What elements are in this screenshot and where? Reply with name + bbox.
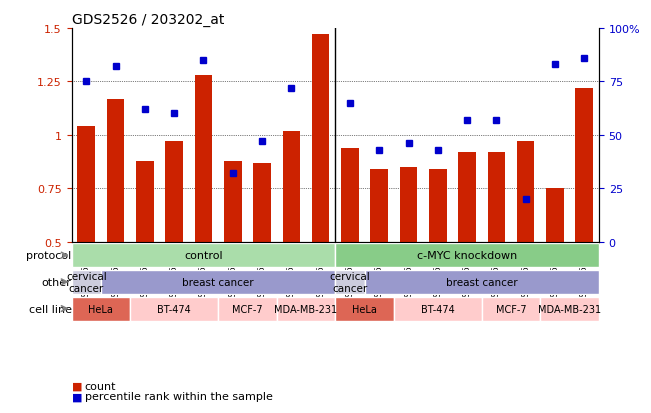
Bar xyxy=(546,189,564,242)
Text: breast cancer: breast cancer xyxy=(182,277,254,287)
Bar xyxy=(195,76,212,242)
FancyBboxPatch shape xyxy=(72,297,130,321)
Bar xyxy=(429,170,447,242)
FancyBboxPatch shape xyxy=(335,297,394,321)
Text: c-MYC knockdown: c-MYC knockdown xyxy=(417,251,517,261)
Bar xyxy=(400,168,417,242)
Text: ■: ■ xyxy=(72,381,82,391)
Text: MDA-MB-231: MDA-MB-231 xyxy=(538,304,601,314)
Bar xyxy=(253,163,271,242)
Text: GDS2526 / 203202_at: GDS2526 / 203202_at xyxy=(72,12,224,26)
Bar xyxy=(283,131,300,242)
Text: protocol: protocol xyxy=(26,251,72,261)
FancyBboxPatch shape xyxy=(335,270,365,294)
Text: count: count xyxy=(85,381,116,391)
Text: breast cancer: breast cancer xyxy=(446,277,518,287)
FancyBboxPatch shape xyxy=(218,297,277,321)
FancyBboxPatch shape xyxy=(482,297,540,321)
FancyBboxPatch shape xyxy=(335,244,599,268)
Text: other: other xyxy=(42,277,72,287)
FancyBboxPatch shape xyxy=(394,297,482,321)
Text: HeLa: HeLa xyxy=(352,304,377,314)
Text: percentile rank within the sample: percentile rank within the sample xyxy=(85,392,273,401)
Text: BT-474: BT-474 xyxy=(421,304,454,314)
FancyBboxPatch shape xyxy=(540,297,599,321)
Bar xyxy=(224,161,242,242)
Bar xyxy=(107,99,124,242)
FancyBboxPatch shape xyxy=(72,270,101,294)
Text: cervical
cancer: cervical cancer xyxy=(66,271,107,293)
Bar xyxy=(136,161,154,242)
Text: MDA-MB-231: MDA-MB-231 xyxy=(275,304,337,314)
Bar xyxy=(341,148,359,242)
Text: HeLa: HeLa xyxy=(89,304,113,314)
Bar xyxy=(77,127,95,242)
FancyBboxPatch shape xyxy=(101,270,335,294)
FancyBboxPatch shape xyxy=(277,297,335,321)
Bar xyxy=(458,152,476,242)
Bar xyxy=(312,35,329,242)
Text: cell line: cell line xyxy=(29,304,72,314)
Text: control: control xyxy=(184,251,223,261)
Text: cervical
cancer: cervical cancer xyxy=(329,271,370,293)
Text: ■: ■ xyxy=(72,392,82,401)
FancyBboxPatch shape xyxy=(130,297,218,321)
Bar xyxy=(517,142,534,242)
Text: MCF-7: MCF-7 xyxy=(495,304,527,314)
FancyBboxPatch shape xyxy=(72,244,335,268)
Bar xyxy=(488,152,505,242)
Text: BT-474: BT-474 xyxy=(158,304,191,314)
FancyBboxPatch shape xyxy=(365,270,599,294)
Bar xyxy=(370,170,388,242)
Bar xyxy=(165,142,183,242)
Text: MCF-7: MCF-7 xyxy=(232,304,263,314)
Bar xyxy=(575,89,593,242)
